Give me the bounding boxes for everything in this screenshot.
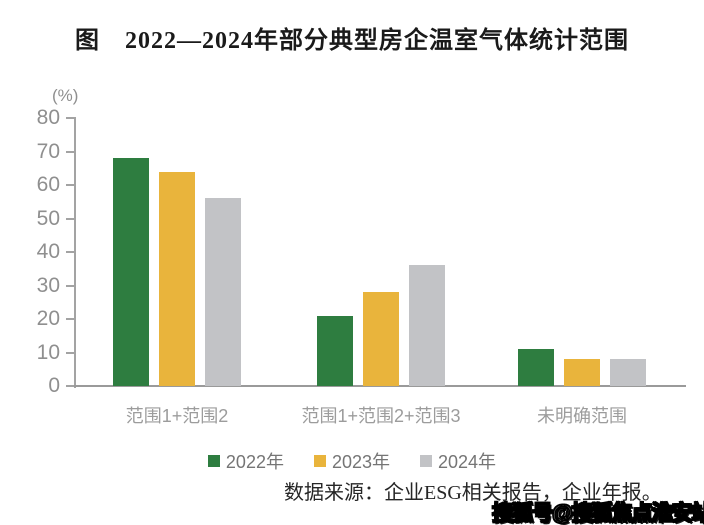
source-note: 数据来源：企业ESG相关报告，企业年报。 — [284, 482, 662, 504]
chart-title: 图 2022—2024年部分典型房企温室气体统计范围 — [75, 28, 629, 54]
legend-swatch-icon — [207, 455, 220, 467]
bar-series2-group3 — [564, 359, 600, 386]
watermark: 搜狐号@搜狐焦点淮安站 — [491, 501, 704, 525]
legend-item-3: 2024年 — [420, 448, 496, 474]
y-tick-label: 80 — [36, 106, 60, 129]
y-tick — [66, 318, 74, 320]
y-tick — [66, 385, 74, 387]
legend: 2022年 2023年 2024年 — [0, 448, 704, 474]
legend-swatch-icon — [313, 455, 326, 467]
y-tick — [66, 117, 74, 119]
y-tick-label: 40 — [36, 240, 60, 263]
y-tick-label: 10 — [36, 340, 60, 364]
y-tick — [66, 184, 74, 186]
bar-series1-group1 — [113, 158, 149, 386]
y-tick-label: 70 — [36, 139, 60, 163]
y-tick-label: 60 — [36, 173, 60, 196]
legend-item-1: 2022年 — [207, 448, 284, 474]
bar-series3-group3 — [610, 359, 646, 386]
bar-series1-group2 — [317, 315, 353, 386]
x-category-label: 范围1+范围2 — [125, 406, 229, 426]
bar-series3-group2 — [409, 265, 445, 386]
bar-series1-group3 — [518, 349, 554, 386]
bar-series2-group1 — [159, 171, 195, 386]
y-tick — [66, 150, 74, 153]
legend-label: 2022年 — [225, 452, 284, 472]
y-tick-label: 20 — [36, 307, 60, 330]
legend-label: 2024年 — [438, 452, 497, 472]
bar-series3-group1 — [205, 198, 241, 386]
legend-label: 2023年 — [331, 452, 391, 472]
x-axis-line — [74, 385, 686, 387]
legend-item-2: 2023年 — [313, 448, 391, 474]
y-axis-line — [74, 117, 76, 388]
bar-series2-group2 — [363, 292, 399, 386]
y-tick — [66, 284, 74, 287]
y-tick — [66, 217, 74, 220]
y-axis-unit-label: (%) — [52, 86, 79, 105]
y-tick-label: 50 — [36, 206, 60, 230]
y-tick-label: 30 — [36, 273, 60, 297]
x-category-label: 范围1+范围2+范围3 — [301, 406, 461, 426]
y-tick — [66, 251, 74, 253]
y-tick-label: 0 — [48, 374, 60, 397]
y-tick — [66, 351, 74, 354]
x-category-label: 未明确范围 — [537, 406, 627, 426]
legend-swatch-icon — [420, 455, 433, 467]
